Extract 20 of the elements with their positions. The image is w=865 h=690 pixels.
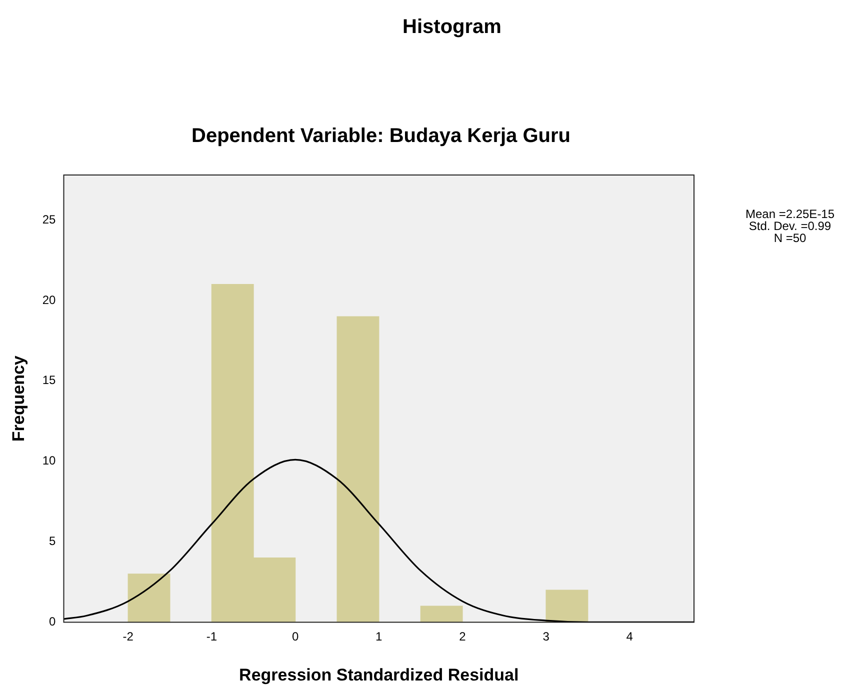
y-tick-label: 0 [49,614,56,629]
chart-subtitle: Dependent Variable: Budaya Kerja Guru [190,125,572,148]
x-tick-label: 4 [626,630,634,644]
x-tick-label: 0 [292,630,299,644]
y-tick-label: 20 [42,292,56,307]
x-axis-title: Regression Standardized Residual [239,665,519,684]
y-axis-title: Frequency [8,355,28,442]
x-tick-label: 3 [542,630,550,644]
text: Mean =2.25E-15 [744,207,836,221]
y-tick-label: 25 [42,212,56,226]
x-tick-label: -1 [206,630,218,644]
y-tick-label: 15 [42,373,56,388]
y-tick-label: 10 [42,454,56,468]
chart-title: Histogram [402,16,502,39]
text: Std. Dev. =0.99 [748,219,832,233]
x-tick-label: 2 [459,630,466,644]
x-tick-label: -2 [122,630,134,644]
y-tick-label: 5 [49,534,56,548]
text: N =50 [772,231,808,245]
x-tick-label: 1 [376,630,383,644]
